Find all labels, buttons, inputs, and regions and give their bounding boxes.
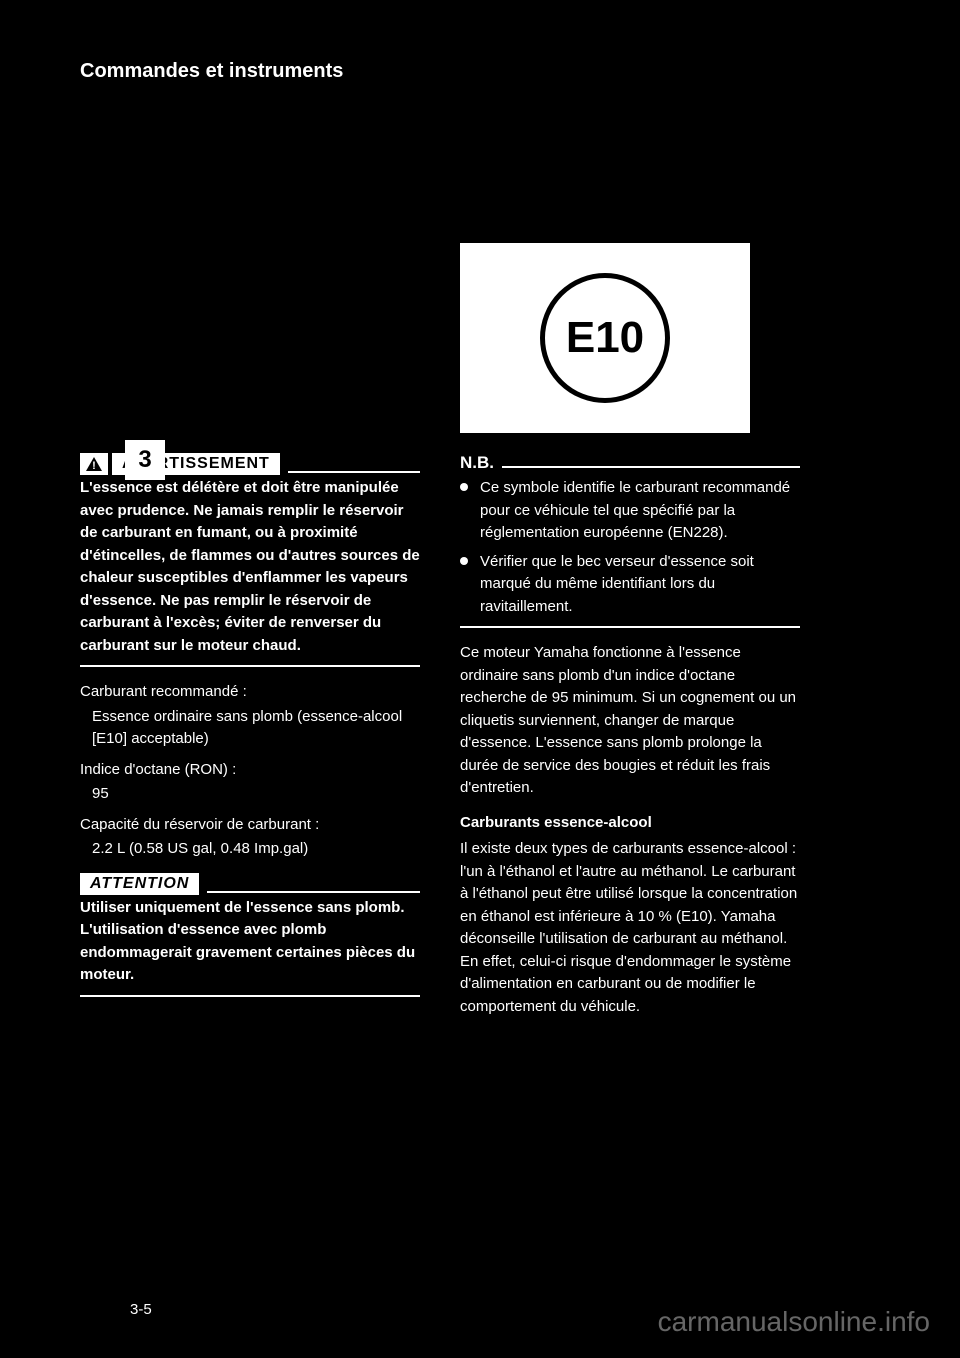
paragraph-2: Il existe deux types de carburants essen… xyxy=(460,838,800,1018)
divider-2 xyxy=(80,995,420,997)
octane-value: 95 xyxy=(92,783,420,806)
warning-icon: ! xyxy=(80,453,108,475)
attention-header: ATTENTION xyxy=(80,873,420,895)
header-title: Commandes et instruments xyxy=(80,60,880,83)
e10-text: E10 xyxy=(566,313,644,363)
watermark: carmanualsonline.info xyxy=(658,1306,930,1338)
e10-circle: E10 xyxy=(540,273,670,403)
bullet-text-1: Vérifier que le bec verseur d'essence so… xyxy=(480,551,800,619)
attention-header-line xyxy=(207,891,420,893)
list-item: Vérifier que le bec verseur d'essence so… xyxy=(460,551,800,619)
fuel-value: Essence ordinaire sans plomb (essence-al… xyxy=(92,706,420,751)
section-number-box: 3 xyxy=(125,440,165,480)
paragraph-1: Ce moteur Yamaha fonctionne à l'essence … xyxy=(460,642,800,800)
nb-label: N.B. xyxy=(460,453,494,473)
warning-header-line xyxy=(288,471,420,473)
bullet-icon xyxy=(460,557,468,565)
paragraph-2-title: Carburants essence-alcool xyxy=(460,812,800,835)
svg-text:!: ! xyxy=(92,460,96,472)
bullet-icon xyxy=(460,483,468,491)
bullet-text-0: Ce symbole identifie le carburant recomm… xyxy=(480,477,800,545)
divider-1 xyxy=(80,665,420,667)
nb-header-line xyxy=(502,466,800,468)
left-column: ! AVERTISSEMENT L'essence est délétère e… xyxy=(80,163,420,1030)
nb-header: N.B. xyxy=(460,453,800,473)
capacity-value: 2.2 L (0.58 US gal, 0.48 Imp.gal) xyxy=(92,838,420,861)
section-number: 3 xyxy=(138,446,151,474)
page-container: Commandes et instruments 3 ! AVERTISSEME… xyxy=(0,0,960,1358)
e10-symbol-box: E10 xyxy=(460,243,750,433)
warning-text: L'essence est délétère et doit être mani… xyxy=(80,477,420,657)
page-footer-ref: 3-5 xyxy=(130,1301,152,1318)
capacity-label: Capacité du réservoir de carburant : xyxy=(80,814,420,837)
octane-label: Indice d'octane (RON) : xyxy=(80,759,420,782)
list-item: Ce symbole identifie le carburant recomm… xyxy=(460,477,800,545)
page-header: Commandes et instruments xyxy=(80,60,880,83)
content-columns: ! AVERTISSEMENT L'essence est délétère e… xyxy=(80,163,880,1030)
fuel-spec-block: Carburant recommandé : Essence ordinaire… xyxy=(80,681,420,861)
attention-label: ATTENTION xyxy=(80,873,199,895)
divider-3 xyxy=(460,626,800,628)
right-column: E10 N.B. Ce symbole identifie le carbura… xyxy=(460,163,800,1030)
attention-text: Utiliser uniquement de l'essence sans pl… xyxy=(80,897,420,987)
fuel-label: Carburant recommandé : xyxy=(80,681,420,704)
